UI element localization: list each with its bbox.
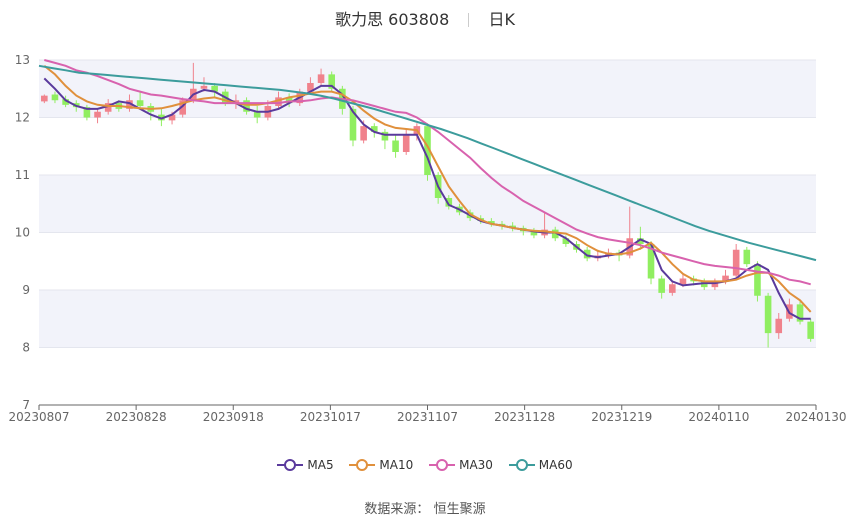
y-tick-label: 12	[15, 111, 30, 125]
legend-marker-ma5	[277, 459, 304, 471]
candle-body	[51, 94, 59, 101]
candle-body	[807, 321, 814, 339]
candle-body	[488, 221, 495, 224]
candle-body	[775, 318, 783, 334]
legend-marker-ma30	[429, 459, 456, 471]
legend: MA5 MA10 MA30 MA60	[0, 458, 850, 475]
stock-code: 603808	[388, 10, 450, 29]
y-tick-label: 10	[15, 226, 30, 240]
title-separator	[468, 13, 470, 27]
candle-body	[126, 100, 133, 109]
x-tick-label: 20231128	[494, 410, 555, 424]
candle-body	[179, 100, 186, 115]
legend-label-ma5: MA5	[307, 458, 334, 472]
candle-body	[370, 126, 378, 132]
x-tick-label: 20231017	[300, 410, 361, 424]
candle-body	[669, 284, 676, 293]
source-value: 恒生聚源	[433, 502, 486, 517]
x-tick-label: 20231219	[591, 410, 652, 424]
candle-body	[647, 244, 655, 279]
ma-line-ma10	[43, 65, 812, 313]
candle-body	[41, 95, 48, 102]
legend-item-ma60[interactable]: MA60	[508, 458, 573, 472]
candle-body	[509, 225, 516, 228]
candle-body	[658, 278, 665, 293]
candle-body	[583, 249, 591, 259]
candle-body	[360, 126, 367, 141]
ma-line-ma60	[38, 64, 817, 262]
legend-item-ma5[interactable]: MA5	[277, 458, 334, 472]
legend-label-ma30: MA30	[459, 458, 493, 472]
candle-body	[754, 264, 761, 296]
x-tick-label: 20240110	[688, 410, 749, 424]
candle-body	[700, 281, 708, 288]
candle-body	[562, 238, 570, 244]
candle-body	[796, 304, 804, 322]
candle-body	[168, 114, 176, 121]
legend-marker-ma60	[508, 459, 535, 471]
legend-item-ma10[interactable]: MA10	[349, 458, 413, 472]
candle-body	[232, 100, 240, 104]
y-tick-label: 9	[22, 283, 30, 297]
candle-body	[637, 238, 644, 244]
data-source: 数据来源： 恒生聚源	[0, 498, 850, 517]
candle-body	[211, 85, 218, 92]
candle-body	[743, 249, 751, 265]
legend-item-ma30[interactable]: MA30	[429, 458, 493, 472]
candle-body	[328, 74, 336, 89]
candle-body	[764, 295, 772, 334]
x-tick-label: 20231107	[397, 410, 458, 424]
y-tick-label: 8	[22, 341, 30, 355]
candle-body	[158, 114, 165, 121]
candle-body	[253, 111, 261, 118]
legend-label-ma10: MA10	[379, 458, 414, 472]
x-tick-label: 20230807	[8, 410, 69, 424]
period-label: 日K	[488, 10, 515, 29]
x-tick-label: 20230828	[106, 410, 167, 424]
candle-body	[136, 100, 144, 106]
candle-body	[200, 85, 208, 89]
grid-band	[39, 60, 816, 118]
candle-body	[732, 249, 740, 276]
candle-body	[424, 126, 431, 175]
candle-body	[104, 103, 112, 112]
grid-band	[39, 290, 816, 348]
chart-title: 歌力思 603808 日K	[0, 6, 850, 30]
candle-body	[392, 140, 399, 152]
grid-band	[39, 175, 816, 233]
legend-marker-ma10	[349, 459, 376, 471]
candle-body	[402, 134, 410, 152]
candle-body	[551, 229, 559, 239]
y-tick-label: 13	[15, 53, 30, 67]
candle-body	[722, 275, 729, 282]
candle-body	[62, 99, 69, 105]
x-tick-label: 20230918	[203, 410, 264, 424]
candle-body	[307, 83, 314, 92]
candle-body	[445, 198, 453, 207]
candle-body	[83, 107, 91, 118]
candle-body	[94, 111, 101, 118]
source-label: 数据来源：	[364, 502, 430, 517]
candle-body	[275, 97, 282, 106]
x-tick-label: 20240130	[785, 410, 846, 424]
legend-label-ma60: MA60	[538, 458, 573, 472]
y-tick-label: 7	[22, 398, 30, 412]
candle-body	[285, 97, 293, 104]
candle-body	[381, 131, 389, 141]
candle-body	[317, 74, 325, 83]
candle-body	[711, 281, 719, 288]
y-tick-label: 11	[15, 168, 30, 182]
ma-line-ma5	[43, 77, 811, 320]
candle-body	[349, 108, 357, 141]
candle-body	[679, 278, 687, 285]
stock-name: 歌力思	[335, 10, 384, 29]
candle-body	[243, 100, 250, 112]
candle-body	[530, 231, 538, 236]
